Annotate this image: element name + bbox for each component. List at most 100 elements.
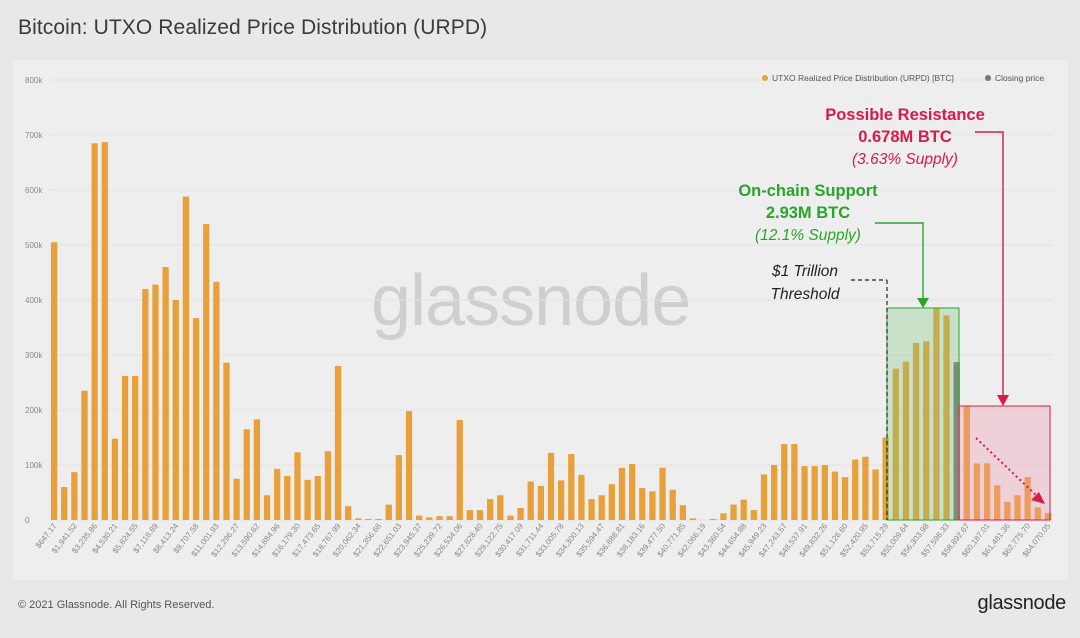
urpd-bar <box>558 480 565 520</box>
support-line2: 2.93M BTC <box>766 204 850 222</box>
resistance-arrowhead <box>997 395 1009 406</box>
urpd-bar <box>760 474 768 520</box>
urpd-bar <box>213 281 220 520</box>
bars-group <box>50 142 1052 520</box>
urpd-bar <box>730 504 737 520</box>
urpd-bar <box>233 478 240 520</box>
urpd-bar <box>345 506 352 520</box>
urpd-bar <box>831 471 839 520</box>
brand-logo: glassnode <box>977 592 1067 614</box>
urpd-bar <box>943 315 950 520</box>
urpd-bar <box>405 411 413 520</box>
copyright-text: © 2021 Glassnode. All Rights Reserved. <box>18 599 215 611</box>
urpd-bar <box>365 518 372 520</box>
urpd-bar <box>152 284 159 520</box>
urpd-bar <box>902 361 910 520</box>
urpd-bar <box>933 308 940 520</box>
resistance-line2: 0.678M BTC <box>858 128 952 146</box>
urpd-bar <box>436 516 443 520</box>
urpd-bar <box>375 518 382 520</box>
y-tick-label: 300k <box>25 351 43 360</box>
chart-panel: glassnode 0 100k 200k 300k 400k 500k 600k 700k 8… <box>13 60 1068 580</box>
urpd-bar <box>223 362 230 520</box>
urpd-bar <box>182 196 190 520</box>
urpd-bar <box>882 437 889 520</box>
urpd-bar <box>334 366 342 520</box>
urpd-bar <box>1044 512 1052 520</box>
urpd-bar <box>487 499 494 520</box>
urpd-bar <box>162 267 169 520</box>
urpd-bar <box>892 368 899 520</box>
resistance-zone <box>958 405 1051 521</box>
urpd-bar <box>923 341 930 520</box>
urpd-bar <box>1034 507 1041 520</box>
urpd-bar <box>324 451 332 520</box>
urpd-bar <box>81 390 88 520</box>
support-arrowhead <box>917 298 929 308</box>
urpd-bar <box>91 143 98 520</box>
y-tick-label: 800k <box>25 76 43 85</box>
resistance-arrow <box>975 131 1004 400</box>
urpd-bar <box>111 438 119 520</box>
support-line3: (12.1% Supply) <box>755 227 861 244</box>
urpd-bar <box>578 474 585 520</box>
urpd-bar <box>101 142 108 520</box>
urpd-bar <box>497 495 504 520</box>
urpd-bar <box>608 484 615 520</box>
x-axis-ticks: $647.17$1,941.52$3,235.86$4,530.21$5,824… <box>34 521 1053 559</box>
urpd-bar <box>912 342 920 520</box>
urpd-bar <box>1004 501 1011 520</box>
y-tick-label: 0 <box>25 516 30 525</box>
urpd-bar <box>1014 495 1021 520</box>
y-tick-label: 100k <box>25 461 43 470</box>
urpd-bar <box>527 481 534 520</box>
urpd-bar <box>872 469 879 520</box>
urpd-bar <box>811 466 818 520</box>
urpd-bar <box>983 463 991 520</box>
urpd-bar <box>355 518 362 520</box>
urpd-bar <box>456 419 463 520</box>
urpd-bar <box>203 224 210 520</box>
chart-title: Bitcoin: UTXO Realized Price Distributio… <box>18 16 488 39</box>
urpd-bar <box>314 476 321 520</box>
watermark-text: glassnode <box>371 261 690 341</box>
urpd-bar <box>294 452 301 520</box>
urpd-bar <box>659 467 666 520</box>
urpd-bar <box>588 499 595 520</box>
urpd-bar <box>517 507 524 520</box>
urpd-bar <box>142 289 149 520</box>
urpd-bar <box>263 495 271 520</box>
urpd-bar <box>274 468 281 520</box>
urpd-bar <box>963 405 970 520</box>
y-tick-label: 600k <box>25 186 43 195</box>
urpd-bar <box>507 515 514 520</box>
urpd-bar <box>973 463 981 520</box>
support-arrow <box>875 222 924 304</box>
urpd-bar <box>628 463 636 520</box>
urpd-bar <box>669 489 676 520</box>
resistance-line1: Possible Resistance <box>825 106 985 124</box>
urpd-bar <box>994 485 1001 520</box>
resistance-line3: (3.63% Supply) <box>852 151 958 168</box>
urpd-bar <box>841 477 849 520</box>
urpd-bar <box>50 242 58 520</box>
urpd-bar <box>61 487 68 520</box>
urpd-bar <box>71 472 78 520</box>
urpd-bar <box>121 375 129 520</box>
closing-price-bar <box>953 362 960 520</box>
urpd-bar <box>791 444 798 520</box>
urpd-bar <box>821 465 828 520</box>
urpd-bar <box>284 476 291 520</box>
y-tick-label: 700k <box>25 131 43 140</box>
urpd-bar <box>618 467 626 520</box>
urpd-bar <box>649 491 656 520</box>
urpd-bar <box>862 456 869 520</box>
urpd-bar <box>416 515 423 520</box>
urpd-bar <box>1024 477 1031 520</box>
y-tick-label: 500k <box>25 241 43 250</box>
urpd-bar <box>740 499 747 520</box>
urpd-bar <box>446 516 453 520</box>
urpd-bar <box>750 510 757 520</box>
support-zone <box>886 307 960 521</box>
urpd-bar <box>598 495 605 520</box>
